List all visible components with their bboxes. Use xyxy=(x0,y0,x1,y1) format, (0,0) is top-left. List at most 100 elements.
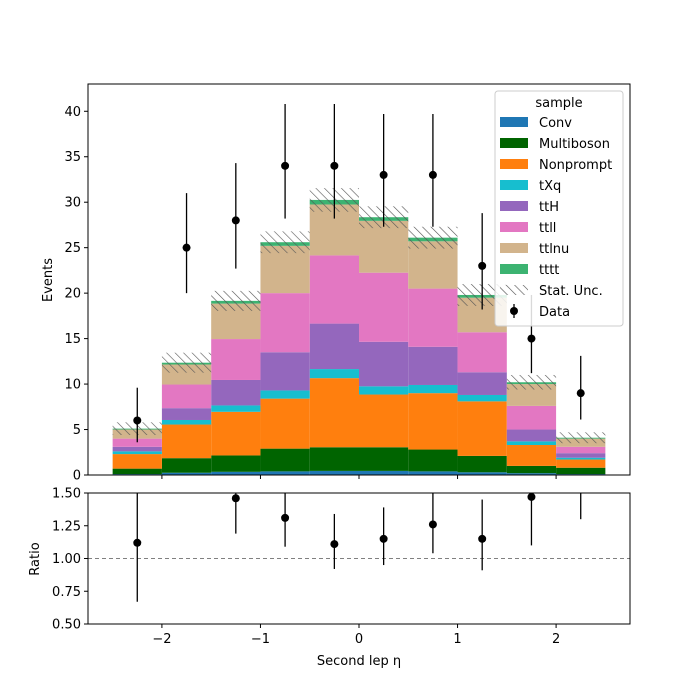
data-point-8 xyxy=(527,334,536,343)
bar-tth-6 xyxy=(408,346,458,385)
legend-label-conv: Conv xyxy=(539,116,572,131)
ratio-x-tick-label: 0 xyxy=(355,632,363,647)
bar-nonprompt-3 xyxy=(260,398,310,449)
legend-data-marker xyxy=(510,307,518,315)
legend-label-data: Data xyxy=(539,305,570,320)
ratio-x-tick-label: −1 xyxy=(251,632,270,647)
bar-ttll-7 xyxy=(457,332,507,373)
legend-swatch-multiboson xyxy=(500,138,528,148)
data-point-4 xyxy=(330,161,339,170)
bar-nonprompt-6 xyxy=(408,393,458,450)
bar-conv-4 xyxy=(309,470,359,475)
legend-label-ttll: ttll xyxy=(539,221,556,236)
stat-unc-band-9 xyxy=(556,432,606,444)
legend-label-ttlnu: ttlnu xyxy=(539,242,569,257)
main-y-tick-label: 5 xyxy=(73,423,81,438)
main-y-axis: 0 5 10 15 20 25 30 35 40 xyxy=(64,105,88,484)
bar-tth-1 xyxy=(161,408,212,420)
legend-label-tttt: tttt xyxy=(539,263,559,278)
ratio-point-6 xyxy=(478,534,487,543)
bar-ttll-6 xyxy=(408,288,458,347)
ratio-point-1 xyxy=(231,494,240,503)
main-y-tick-label: 25 xyxy=(64,241,81,256)
ratio-points xyxy=(133,493,582,602)
ratio-point-7 xyxy=(527,493,536,501)
bar-conv-5 xyxy=(359,470,409,475)
bar-tth-4 xyxy=(309,323,359,370)
legend-label-nonprompt: Nonprompt xyxy=(539,158,612,173)
bar-ttll-1 xyxy=(161,384,212,409)
bar-nonprompt-8 xyxy=(506,444,557,466)
ratio-plot-area xyxy=(88,493,630,624)
main-y-tick-label: 10 xyxy=(64,378,81,393)
bar-multiboson-3 xyxy=(260,448,310,472)
data-point-6 xyxy=(428,170,437,179)
legend-title: sample xyxy=(535,96,582,111)
bar-nonprompt-2 xyxy=(211,411,261,456)
bar-tth-3 xyxy=(260,352,310,391)
bar-ttll-5 xyxy=(359,272,409,342)
stat-unc-band-3 xyxy=(260,231,310,254)
legend-swatch-conv xyxy=(500,117,528,127)
data-points xyxy=(133,104,585,443)
x-axis-label: Second lep η xyxy=(317,654,401,669)
main-y-tick-label: 0 xyxy=(73,469,81,484)
bar-tth-7 xyxy=(457,372,507,395)
bar-nonprompt-7 xyxy=(457,401,507,456)
stat-unc-band-6 xyxy=(408,226,458,249)
bar-nonprompt-5 xyxy=(359,394,409,448)
main-x-ticks xyxy=(161,475,557,479)
bar-ttlnu-5 xyxy=(359,220,409,273)
legend-label-txq: tXq xyxy=(539,179,561,194)
ratio-x-tick-label: 2 xyxy=(552,632,560,647)
main-panel: 0 5 10 15 20 25 30 35 40 Events sample Conv Multi… xyxy=(41,83,631,484)
legend-swatch-ttll xyxy=(500,222,528,232)
bar-txq-0 xyxy=(112,451,162,455)
bar-nonprompt-4 xyxy=(309,378,359,448)
main-y-tick-label: 15 xyxy=(64,332,81,347)
ratio-y-tick-label: 0.50 xyxy=(52,618,81,633)
ratio-y-axis: 0.50 0.75 1.00 1.25 1.50 xyxy=(52,487,88,633)
bar-txq-3 xyxy=(260,390,310,399)
bar-nonprompt-1 xyxy=(161,424,212,459)
ratio-point-4 xyxy=(379,534,388,543)
bar-conv-6 xyxy=(408,471,458,475)
bar-multiboson-8 xyxy=(506,465,557,474)
main-y-axis-label: Events xyxy=(41,258,56,302)
ratio-y-tick-label: 1.00 xyxy=(52,552,81,567)
bar-txq-9 xyxy=(556,457,606,460)
bar-multiboson-6 xyxy=(408,449,458,472)
ratio-point-3 xyxy=(330,540,339,549)
bar-txq-2 xyxy=(211,405,261,412)
legend-swatch-nonprompt xyxy=(500,159,528,169)
bar-tth-9 xyxy=(556,453,606,458)
bar-ttll-3 xyxy=(260,293,310,353)
bar-multiboson-2 xyxy=(211,455,261,472)
bar-ttlnu-3 xyxy=(260,245,310,294)
bar-ttlnu-6 xyxy=(408,241,458,289)
bar-multiboson-0 xyxy=(112,468,162,475)
legend-label-tth: ttH xyxy=(539,200,559,215)
main-y-tick-label: 35 xyxy=(64,150,81,165)
legend-swatch-tth xyxy=(500,201,528,211)
bar-nonprompt-9 xyxy=(556,459,606,468)
ratio-y-axis-label: Ratio xyxy=(28,542,43,575)
bar-conv-3 xyxy=(260,471,310,475)
data-point-9 xyxy=(576,389,585,398)
bar-multiboson-5 xyxy=(359,447,409,471)
bar-multiboson-4 xyxy=(309,447,359,471)
bar-multiboson-1 xyxy=(161,458,212,473)
stacked-bars xyxy=(112,199,606,475)
data-point-7 xyxy=(478,261,487,270)
bar-ttll-2 xyxy=(211,339,261,380)
bar-txq-6 xyxy=(408,384,458,394)
bar-ttll-8 xyxy=(506,405,557,430)
bar-multiboson-9 xyxy=(556,467,606,475)
ratio-x-tick-label: 1 xyxy=(453,632,461,647)
legend-items: Conv Multiboson Nonprompt tXq ttH ttll ttlnu tt… xyxy=(500,116,612,320)
ratio-x-axis: −2 −1 0 1 2 xyxy=(152,624,560,647)
bar-conv-1 xyxy=(161,472,212,475)
legend-swatch-txq xyxy=(500,180,528,190)
legend-label-multiboson: Multiboson xyxy=(539,137,610,152)
stat-unc-band-2 xyxy=(211,290,261,311)
